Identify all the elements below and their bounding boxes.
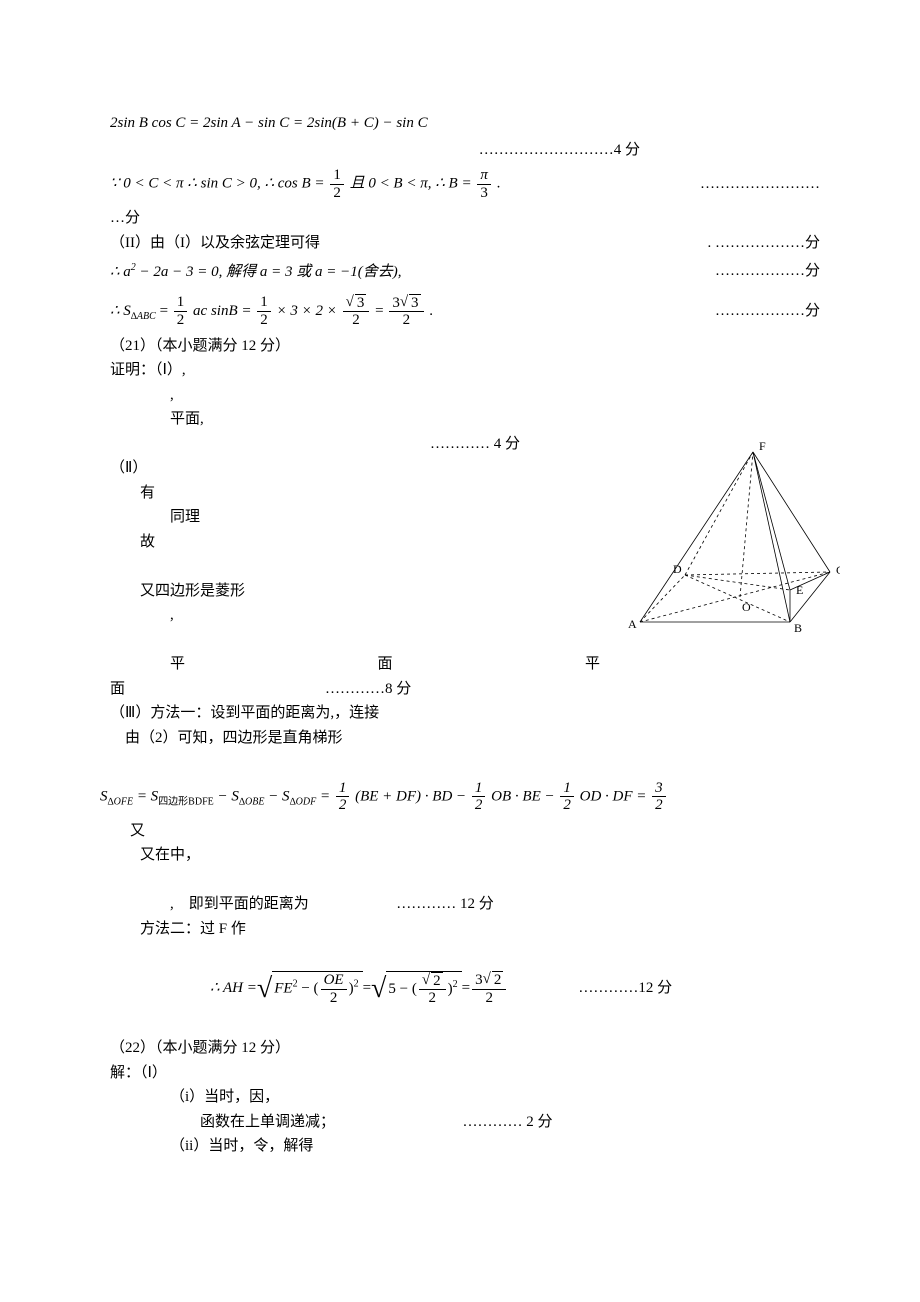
proof-1: 证明：（Ⅰ）,: [110, 359, 820, 382]
geometry-figure: A B C D O E F: [620, 442, 840, 642]
part3-trap: 由（2）可知，四边形是直角梯形: [110, 727, 820, 750]
plane-plane-line: 平 面 平: [110, 653, 600, 676]
also-in: 又在中，: [110, 844, 820, 867]
q22-header: （22）（本小题满分 12 分）: [110, 1037, 820, 1060]
score-tail-1: …分: [110, 207, 820, 230]
svg-text:D: D: [673, 562, 682, 576]
eq-line-cosB: ∵ 0 < C < π ∴ sin C > 0, ∴ cos B = 12 且 …: [110, 167, 820, 201]
q22-sol: 解：（Ⅰ）: [110, 1062, 820, 1085]
score-8pts: 面 ………… 8 分: [110, 678, 820, 701]
svg-text:A: A: [628, 617, 637, 631]
q21-header: （21）（本小题满分 12 分）: [110, 335, 820, 358]
eq-ah: ∴ AH = √ FE2 − (OE2)2 = √ 5 − (√22)2 = 3…: [110, 971, 820, 1007]
svg-text:B: B: [794, 621, 802, 635]
eq-sofe: S∆OFE = S四边形BDFE − S∆OBE − S∆ODF = 12 (B…: [100, 780, 820, 814]
figure-container: ABCDOEF （Ⅱ） 有 同理 故 又四边形是菱形 , 平 面 平: [110, 457, 820, 676]
method-2: 方法二：过 F 作: [110, 918, 820, 941]
q22-i: （i）当时，因，: [110, 1086, 820, 1109]
also-1: 又: [110, 820, 820, 843]
svg-text:C: C: [836, 563, 840, 577]
eq-line-1: 2sin B cos C = 2sin A − sin C = 2sin(B +…: [110, 112, 820, 135]
document-page: 2sin B cos C = 2sin A − sin C = 2sin(B +…: [0, 0, 920, 1220]
part3-m1: （Ⅲ）方法一：设到平面的距离为,，连接: [110, 702, 820, 725]
q22-ii: （ii）当时，令，解得: [110, 1135, 820, 1158]
eq-area: ∴ S∆ABC = 12 ac sinB = 12 × 3 × 2 × √32 …: [110, 294, 820, 329]
svg-text:O: O: [742, 600, 751, 614]
svg-text:F: F: [759, 442, 766, 453]
dist-12pts: , 即到平面的距离为 ………… 12 分: [110, 893, 820, 916]
svg-text:E: E: [796, 583, 803, 597]
cosine-law-line: （II）由（I）以及余弦定理可得 . ………………分: [110, 232, 820, 255]
proof-1-comma: ,: [110, 384, 820, 407]
proof-1-plane: 平面,: [110, 408, 820, 431]
score-line-4pts-a: ………………………4 分: [110, 139, 820, 162]
q22-mono: 函数在上单调递减； ………… 2 分: [110, 1111, 820, 1134]
eq-solve-a: ∴ a2 − 2a − 3 = 0, 解得 a = 3 或 a = −1(舍去)…: [110, 260, 820, 284]
